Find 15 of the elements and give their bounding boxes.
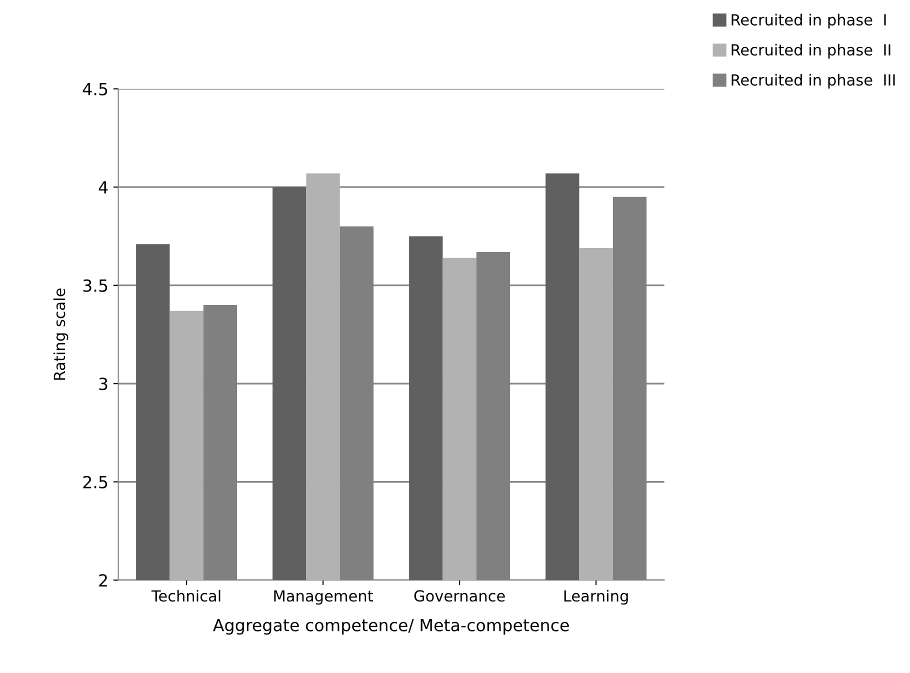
y-axis-title: Rating scale [53, 288, 68, 380]
x-tick-label: Governance [414, 590, 505, 602]
x-axis-title: Aggregate competence/ Meta-competence [212, 619, 569, 635]
x-tick-label: Management [274, 590, 374, 605]
y-tick-label: 2.5 [83, 476, 108, 488]
y-tick-label: 4.5 [82, 83, 108, 96]
y-tick-label: 2 [99, 574, 107, 586]
x-tick-label: Technical [151, 590, 220, 602]
y-tick-label: 3.5 [83, 279, 108, 292]
y-tick-label: 4 [98, 181, 108, 194]
legend-label: Recruited in phase II [732, 44, 890, 59]
x-tick-label: Learning [564, 590, 628, 605]
legend-label: Recruited in phase I [732, 14, 886, 29]
y-tick-label: 3 [99, 378, 108, 390]
legend-label: Recruited in phase III [732, 74, 895, 89]
